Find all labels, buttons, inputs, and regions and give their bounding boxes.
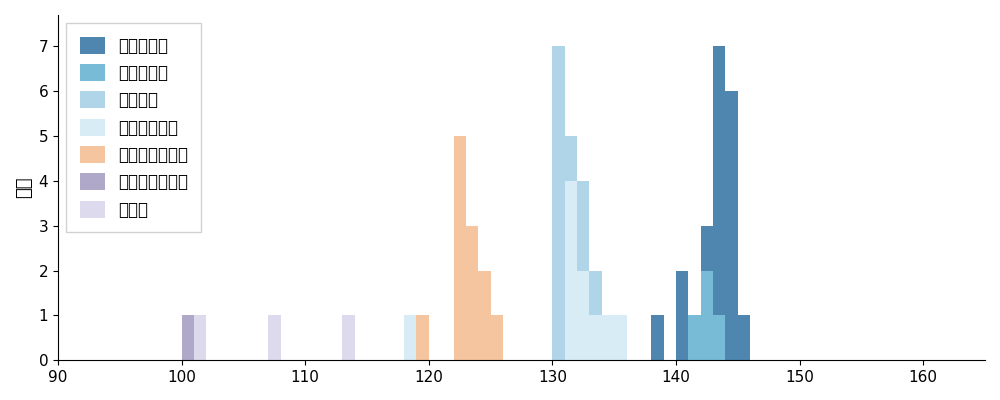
Bar: [565, 181, 577, 360]
Bar: [416, 316, 429, 360]
Bar: [602, 316, 614, 360]
Bar: [404, 316, 416, 360]
Bar: [614, 316, 627, 360]
Bar: [688, 316, 701, 360]
Bar: [651, 316, 664, 360]
Bar: [602, 316, 614, 360]
Bar: [491, 316, 503, 360]
Bar: [701, 270, 713, 360]
Bar: [688, 316, 701, 360]
Bar: [738, 316, 750, 360]
Legend: ストレート, ツーシーム, シュート, カットボール, チェンジアップ, ナックルカーブ, カーブ: ストレート, ツーシーム, シュート, カットボール, チェンジアップ, ナック…: [66, 23, 201, 232]
Bar: [182, 316, 194, 360]
Bar: [466, 226, 478, 360]
Bar: [713, 46, 725, 360]
Bar: [194, 316, 206, 360]
Bar: [701, 226, 713, 360]
Bar: [565, 136, 577, 360]
Bar: [478, 270, 491, 360]
Bar: [342, 316, 355, 360]
Bar: [676, 270, 688, 360]
Bar: [725, 91, 738, 360]
Bar: [552, 46, 565, 360]
Bar: [268, 316, 281, 360]
Bar: [713, 316, 725, 360]
Bar: [454, 136, 466, 360]
Y-axis label: 球数: 球数: [15, 177, 33, 198]
Bar: [577, 181, 589, 360]
Bar: [589, 270, 602, 360]
Bar: [589, 316, 602, 360]
Bar: [577, 270, 589, 360]
